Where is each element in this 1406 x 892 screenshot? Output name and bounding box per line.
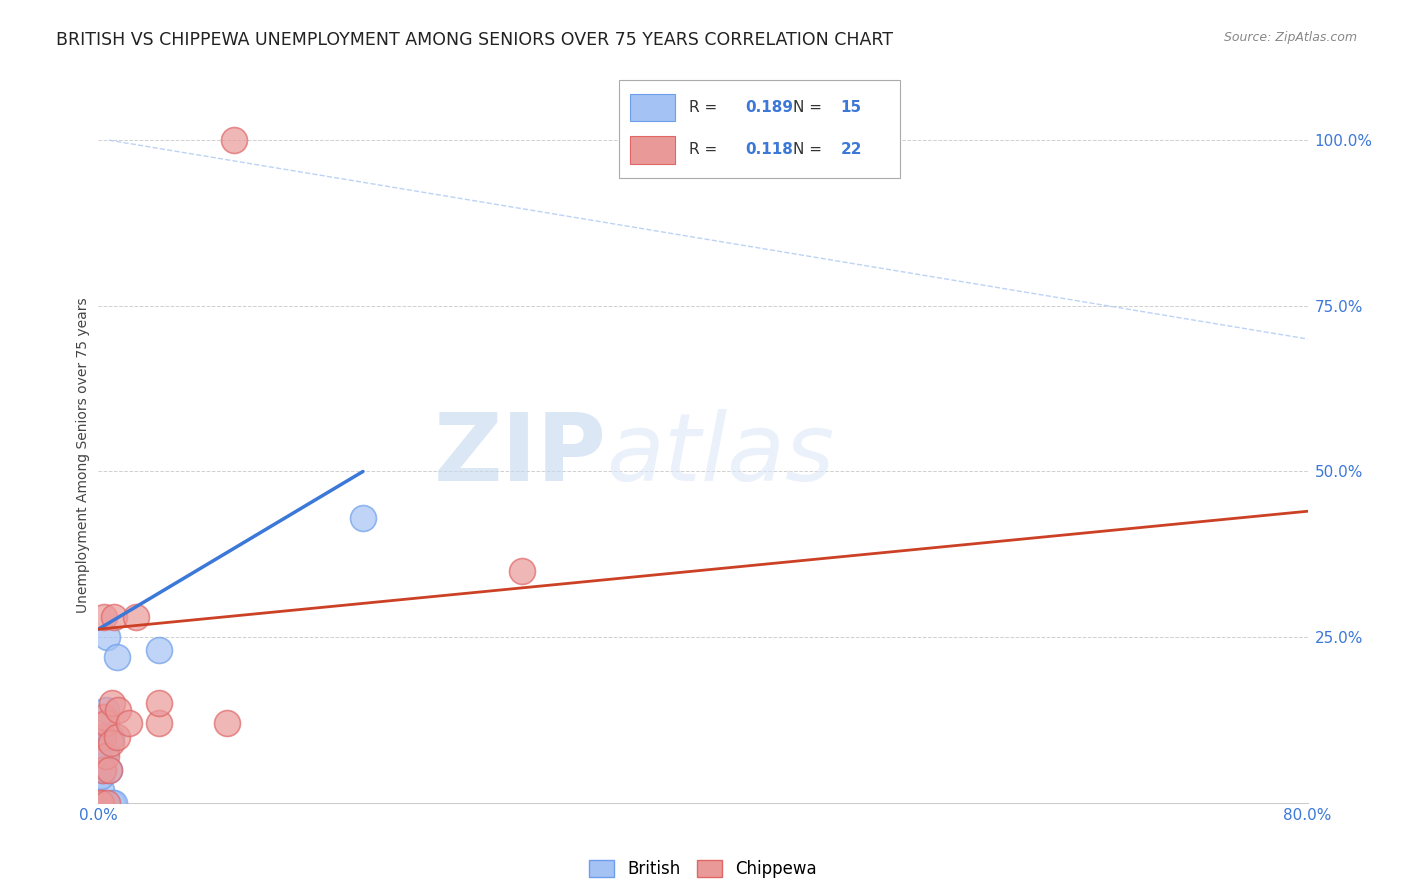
- Text: N =: N =: [793, 100, 827, 115]
- Point: [91, 763, 114, 777]
- Bar: [630, 94, 675, 121]
- Text: 0.118: 0.118: [745, 143, 793, 158]
- Point: [224, 133, 246, 147]
- Point: [352, 511, 374, 525]
- Point: [215, 716, 238, 731]
- FancyBboxPatch shape: [619, 80, 900, 178]
- Text: 0.189: 0.189: [745, 100, 793, 115]
- Point: [98, 763, 121, 777]
- Point: [101, 697, 124, 711]
- Y-axis label: Unemployment Among Seniors over 75 years: Unemployment Among Seniors over 75 years: [76, 297, 90, 613]
- Text: 22: 22: [841, 143, 862, 158]
- Point: [100, 730, 122, 744]
- Text: BRITISH VS CHIPPEWA UNEMPLOYMENT AMONG SENIORS OVER 75 YEARS CORRELATION CHART: BRITISH VS CHIPPEWA UNEMPLOYMENT AMONG S…: [56, 31, 893, 49]
- Point: [98, 763, 121, 777]
- Text: Source: ZipAtlas.com: Source: ZipAtlas.com: [1223, 31, 1357, 45]
- Point: [90, 769, 112, 783]
- Text: R =: R =: [689, 100, 723, 115]
- Point: [96, 796, 118, 810]
- Point: [148, 716, 170, 731]
- Point: [94, 716, 117, 731]
- Point: [93, 796, 115, 810]
- Point: [148, 697, 170, 711]
- Point: [91, 730, 114, 744]
- Point: [93, 709, 115, 723]
- Legend: British, Chippewa: British, Chippewa: [582, 854, 824, 885]
- Point: [105, 650, 128, 665]
- Point: [91, 736, 114, 750]
- Point: [510, 564, 533, 578]
- Point: [103, 610, 125, 624]
- Point: [91, 763, 114, 777]
- Point: [94, 749, 117, 764]
- Point: [90, 782, 112, 797]
- Point: [90, 796, 112, 810]
- Text: ZIP: ZIP: [433, 409, 606, 501]
- Point: [125, 610, 148, 624]
- Point: [107, 703, 129, 717]
- Point: [93, 610, 115, 624]
- Point: [148, 643, 170, 657]
- Point: [101, 796, 124, 810]
- Text: 15: 15: [841, 100, 862, 115]
- Point: [94, 743, 117, 757]
- Point: [96, 630, 118, 644]
- Point: [118, 716, 141, 731]
- Point: [89, 796, 111, 810]
- Text: R =: R =: [689, 143, 723, 158]
- Point: [105, 730, 128, 744]
- Point: [103, 796, 125, 810]
- Text: atlas: atlas: [606, 409, 835, 500]
- Text: N =: N =: [793, 143, 827, 158]
- Bar: [630, 136, 675, 164]
- Point: [94, 703, 117, 717]
- Point: [100, 736, 122, 750]
